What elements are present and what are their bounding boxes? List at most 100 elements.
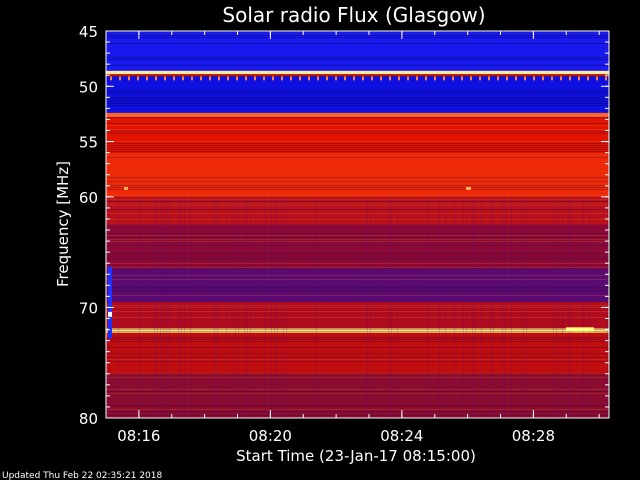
interference-dot (596, 76, 598, 81)
noise-line (106, 149, 609, 150)
interference-dot (542, 76, 544, 81)
noise-line (106, 145, 609, 146)
interference-dot (479, 76, 481, 81)
x-axis-label: Start Time (23-Jan-17 08:15:00) (236, 447, 476, 465)
interference-dot (137, 76, 139, 81)
interference-dot (173, 76, 175, 81)
noise-column (367, 196, 368, 418)
noise-line (106, 339, 609, 340)
noise-line (106, 125, 609, 126)
y-tick-label: 50 (79, 78, 98, 96)
noise-line (106, 329, 609, 330)
noise-column (283, 196, 284, 418)
burst-feature (108, 311, 112, 317)
interference-dot (182, 76, 184, 81)
interference-dot (218, 76, 220, 81)
noise-line (106, 181, 609, 182)
noise-column (238, 196, 239, 418)
noise-column (235, 196, 236, 418)
noise-line (106, 205, 609, 206)
spectrum-band (106, 70, 609, 75)
noise-line (106, 195, 609, 196)
noise-line (106, 37, 609, 38)
noise-column (562, 196, 563, 418)
noise-line (106, 147, 609, 148)
noise-line (106, 99, 609, 100)
noise-column (265, 196, 266, 418)
noise-line (106, 275, 609, 276)
noise-line (106, 101, 609, 102)
burst-feature (124, 186, 128, 190)
noise-column (139, 196, 140, 418)
noise-column (556, 196, 557, 418)
noise-line (106, 35, 609, 36)
noise-line (106, 43, 609, 44)
noise-column (370, 196, 371, 418)
noise-line (106, 347, 609, 348)
noise-line (106, 57, 609, 58)
noise-column (463, 196, 464, 418)
noise-column (226, 196, 227, 418)
noise-line (106, 91, 609, 92)
noise-line (106, 291, 609, 292)
noise-column (427, 196, 428, 418)
noise-line (106, 259, 609, 260)
interference-dot (290, 76, 292, 81)
noise-column (511, 196, 512, 418)
noise-line (106, 129, 609, 130)
spectrum-band (106, 196, 609, 225)
interference-dot (236, 76, 238, 81)
interference-dot (326, 76, 328, 81)
interference-dot (587, 76, 589, 81)
x-tick-label: 08:16 (117, 427, 160, 445)
noise-line (106, 59, 609, 60)
interference-dot (308, 76, 310, 81)
noise-column (190, 196, 191, 418)
interference-dot (497, 76, 499, 81)
noise-line (106, 141, 609, 142)
noise-line (106, 253, 609, 254)
noise-line (106, 203, 609, 204)
interference-dot (371, 76, 373, 81)
plot-frame (105, 30, 610, 419)
noise-line (106, 185, 609, 186)
noise-column (439, 196, 440, 418)
noise-line (106, 157, 609, 158)
interference-dot (362, 76, 364, 81)
noise-column (397, 196, 398, 418)
y-tick-label: 45 (79, 23, 98, 41)
noise-column (178, 196, 179, 418)
noise-column (493, 196, 494, 418)
noise-line (106, 209, 609, 210)
interference-dot (416, 76, 418, 81)
interference-dot (110, 76, 112, 81)
noise-line (106, 361, 609, 362)
interference-dot (353, 76, 355, 81)
noise-line (106, 373, 609, 374)
y-tick-label: 55 (79, 134, 98, 152)
noise-column (214, 196, 215, 418)
noise-line (106, 311, 609, 312)
noise-column (274, 196, 275, 418)
noise-line (106, 117, 609, 118)
noise-line (106, 357, 609, 358)
noise-column (118, 196, 119, 418)
noise-column (286, 196, 287, 418)
noise-line (106, 245, 609, 246)
noise-line (106, 263, 609, 264)
chart-title: Solar radio Flux (Glasgow) (222, 3, 485, 27)
plot-area (105, 30, 610, 419)
interference-dot (461, 76, 463, 81)
interference-dot (488, 76, 490, 81)
noise-column (589, 196, 590, 418)
interference-dot (578, 76, 580, 81)
noise-column (571, 196, 572, 418)
noise-line (106, 409, 609, 410)
noise-line (106, 151, 609, 152)
noise-column (157, 196, 158, 418)
interference-dot (407, 76, 409, 81)
noise-column (568, 196, 569, 418)
interference-dot (164, 76, 166, 81)
noise-column (163, 196, 164, 418)
